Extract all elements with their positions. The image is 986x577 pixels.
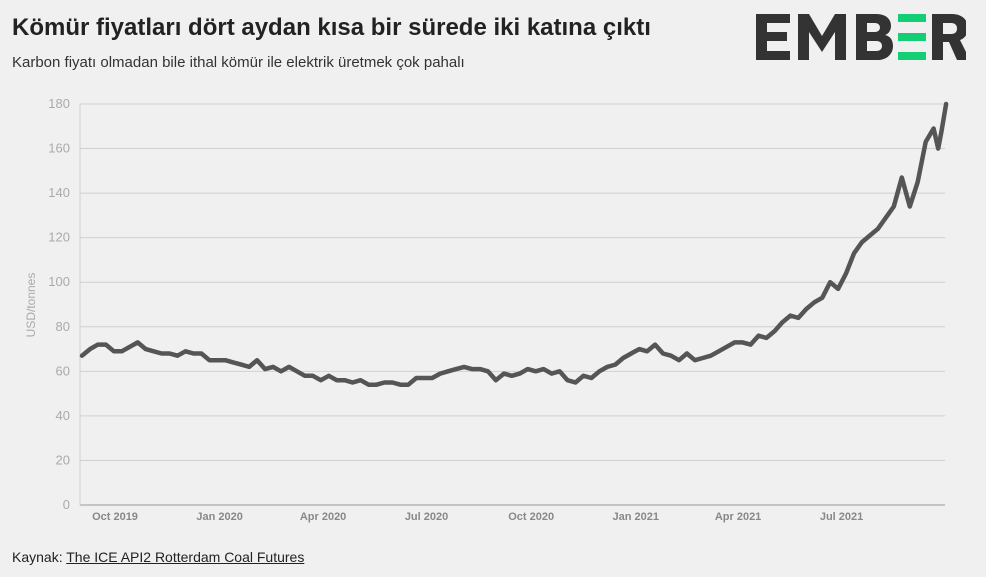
y-axis-label: USD/tonnes — [24, 273, 38, 338]
x-tick-label: Apr 2021 — [715, 511, 761, 523]
source-label: Kaynak: — [12, 549, 63, 565]
y-tick-label: 0 — [63, 497, 70, 512]
y-tick-label: 140 — [48, 185, 70, 200]
x-tick-label: Oct 2020 — [508, 511, 554, 523]
y-tick-label: 180 — [48, 96, 70, 111]
y-tick-label: 40 — [56, 408, 70, 423]
price-line — [79, 101, 949, 387]
ember-logo — [754, 12, 970, 67]
source-note: Kaynak: The ICE API2 Rotterdam Coal Futu… — [12, 549, 304, 565]
chart-title: Kömür fiyatları dört aydan kısa bir süre… — [12, 14, 651, 41]
y-tick-label: 100 — [48, 274, 70, 289]
y-tick-label: 20 — [56, 452, 70, 467]
x-tick-label: Apr 2020 — [300, 511, 346, 523]
x-tick-label: Jul 2020 — [405, 511, 448, 523]
y-tick-label: 80 — [56, 319, 70, 334]
line-chart: 0 20 40 60 80 100 120 140 160 180 Oct 2019 Jan 2020… — [24, 96, 949, 523]
x-tick-label: Jan 2020 — [196, 511, 242, 523]
chart-subtitle: Karbon fiyatı olmadan bile ithal kömür i… — [12, 54, 465, 71]
x-tick-label: Jul 2021 — [820, 511, 863, 523]
x-tick-label: Jan 2021 — [613, 511, 659, 523]
y-tick-label: 120 — [48, 230, 70, 245]
y-tick-label: 60 — [56, 363, 70, 378]
y-tick-label: 160 — [48, 141, 70, 156]
x-tick-label: Oct 2019 — [92, 511, 138, 523]
source-link[interactable]: The ICE API2 Rotterdam Coal Futures — [66, 549, 305, 565]
